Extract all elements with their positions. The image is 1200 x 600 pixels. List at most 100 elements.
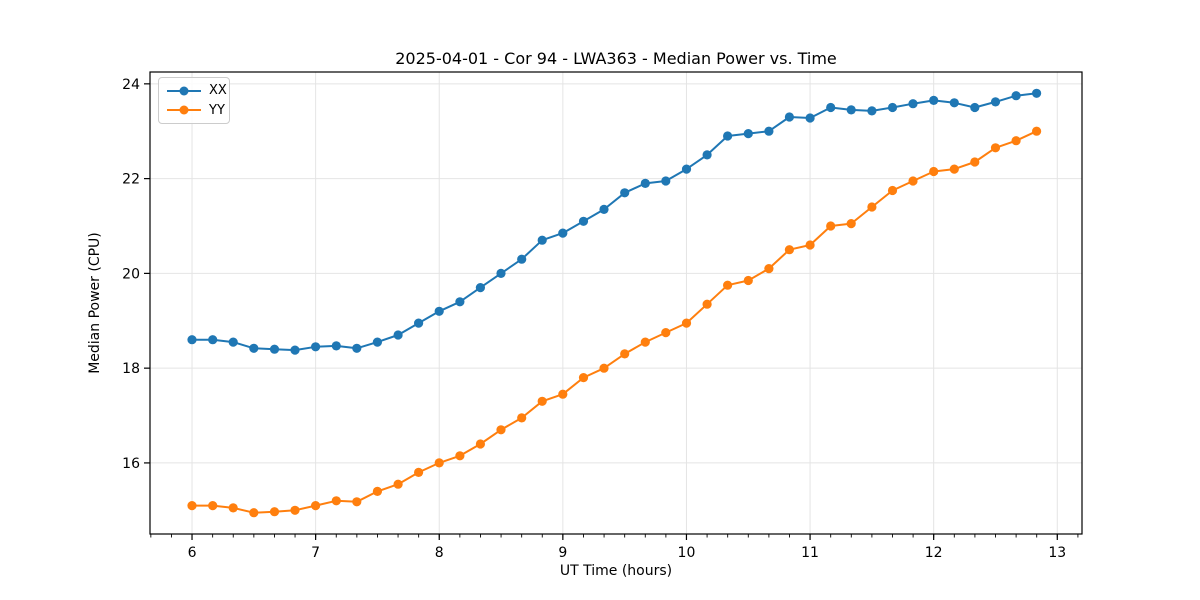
series-point-xx [1032,88,1042,98]
series-point-xx [228,337,238,347]
series-point-xx [640,178,650,188]
series-point-xx [599,204,609,214]
series-point-yy [537,396,547,406]
series-point-yy [1011,136,1021,146]
series-point-yy [228,503,238,513]
series-point-xx [681,164,692,174]
series-point-yy [558,389,568,399]
y-tick-label: 18 [122,361,140,377]
legend-entry-xx: XX [167,82,227,100]
series-point-yy [949,164,959,174]
series-point-xx [537,235,547,245]
series-point-xx [929,95,939,105]
y-tick-label: 20 [122,266,140,282]
series-point-yy [269,507,280,517]
series-line-yy [192,130,1038,514]
series-point-xx [846,105,856,115]
series-point-yy [929,166,939,177]
y-tick-label: 22 [122,172,140,188]
x-tick-label: 7 [311,545,320,561]
y-axis-label: Median Power (CPU) [87,232,103,374]
series-point-xx [867,106,877,116]
series-point-yy [805,240,815,250]
series-point-xx [414,318,424,328]
legend-swatch-yy-icon [167,105,201,115]
series-point-yy [743,275,753,286]
series-point-yy [578,373,589,383]
series-point-xx [970,102,980,113]
series-point-xx [887,102,898,113]
series-point-yy [640,337,650,347]
series-point-xx [826,102,836,113]
series-point-yy [414,467,424,477]
series-point-yy [702,299,712,309]
series-point-xx [578,216,589,226]
series-point-xx [743,129,753,139]
series-point-yy [620,349,630,359]
series-point-yy [784,245,795,255]
series-point-xx [434,306,444,316]
series-point-xx [455,297,465,307]
chart-title: 2025-04-01 - Cor 94 - LWA363 - Median Po… [395,49,837,68]
x-tick-label: 11 [801,545,819,561]
series-point-yy [249,508,259,518]
x-tick-label: 8 [435,545,444,561]
series-point-yy [599,363,609,373]
series-point-xx [558,228,568,238]
y-tick-label: 16 [122,456,140,472]
series-point-xx [805,113,815,123]
legend-swatch-xx-icon [167,86,201,96]
legend-label-xx: XX [209,83,227,99]
legend-entry-yy: YY [167,101,225,119]
series-point-xx [990,97,1001,107]
series-point-xx [393,330,403,340]
series-point-yy [434,458,444,468]
series-point-xx [496,268,506,278]
series-point-xx [620,188,630,198]
series-point-yy [311,501,321,511]
series-point-xx [723,131,733,141]
series-point-xx [702,150,712,160]
x-axis-label: UT Time (hours) [559,563,673,579]
series-point-xx [908,99,918,109]
series-point-yy [846,219,856,229]
series-line-xx [192,92,1037,352]
series-point-yy [970,157,980,167]
series-point-yy [826,221,836,231]
series-point-yy [208,501,218,511]
series-point-xx [1011,91,1021,101]
series-point-yy [517,413,527,423]
series-point-yy [1032,126,1042,136]
series-point-yy [661,328,671,338]
y-tick-label: 24 [122,77,140,93]
series-point-yy [352,497,362,507]
legend: XX YY [158,77,230,124]
series-point-xx [372,337,382,347]
x-tick-label: 12 [925,545,943,561]
x-tick-label: 9 [558,545,567,561]
series-point-xx [269,344,280,354]
series-point-yy [887,185,898,196]
series-point-xx [331,341,341,351]
series-point-xx [208,335,218,345]
series-point-xx [764,126,774,136]
series-point-yy [496,425,506,435]
series-point-xx [949,98,959,108]
x-tick-label: 13 [1048,545,1066,561]
series-point-yy [455,451,465,461]
series-point-yy [990,143,1001,153]
x-tick-label: 6 [188,545,197,561]
legend-label-yy: YY [209,102,225,118]
series-point-yy [764,264,774,274]
series-point-yy [723,280,733,290]
axes-spines [149,71,1083,535]
series-point-xx [517,254,527,264]
series-point-xx [290,345,300,355]
series-point-yy [908,176,918,186]
series-point-xx [311,342,321,352]
series-point-xx [352,343,362,353]
series-point-yy [867,202,877,212]
series-point-yy [331,496,341,506]
